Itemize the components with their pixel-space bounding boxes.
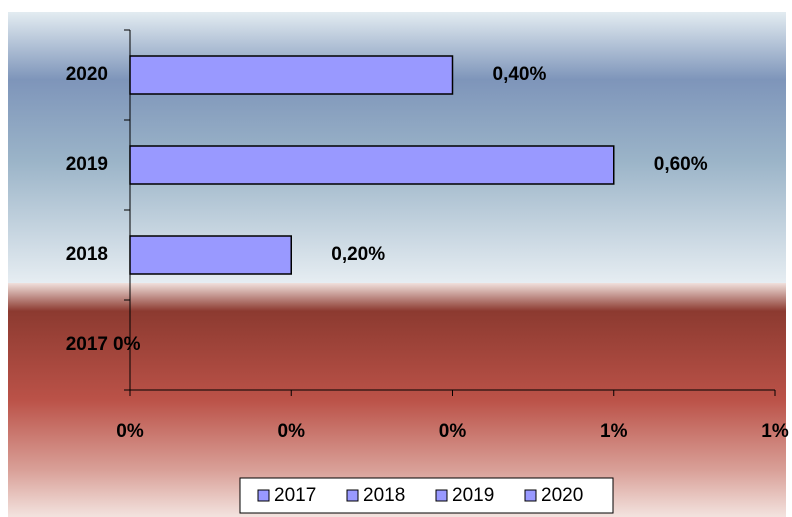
- data-label: 0,60%: [654, 154, 708, 175]
- legend-swatch: [435, 489, 448, 502]
- legend-box: [239, 477, 614, 514]
- y-tick-label: 2020: [66, 64, 108, 85]
- legend-swatch: [257, 489, 270, 502]
- data-label: 0,20%: [331, 244, 385, 265]
- x-tick-label: 0%: [439, 421, 467, 442]
- x-tick-label: 0%: [116, 421, 144, 442]
- bar: [129, 145, 615, 185]
- legend-swatch: [524, 489, 537, 502]
- legend-label: 2020: [541, 485, 583, 506]
- legend-label: 2018: [363, 485, 405, 506]
- data-label: 0,40%: [493, 64, 547, 85]
- legend-label: 2017: [274, 485, 316, 506]
- x-tick-label: 0%: [278, 421, 306, 442]
- bar: [129, 55, 454, 95]
- bar: [129, 235, 292, 275]
- x-tick-label: 1%: [761, 421, 789, 442]
- x-tick-label: 1%: [600, 421, 628, 442]
- legend-label: 2019: [452, 485, 494, 506]
- y-tick-label: 2018: [66, 244, 108, 265]
- y-tick-label: 2017: [66, 334, 108, 355]
- legend-swatch: [346, 489, 359, 502]
- y-tick-label: 2019: [66, 154, 108, 175]
- data-label: 0%: [113, 334, 141, 355]
